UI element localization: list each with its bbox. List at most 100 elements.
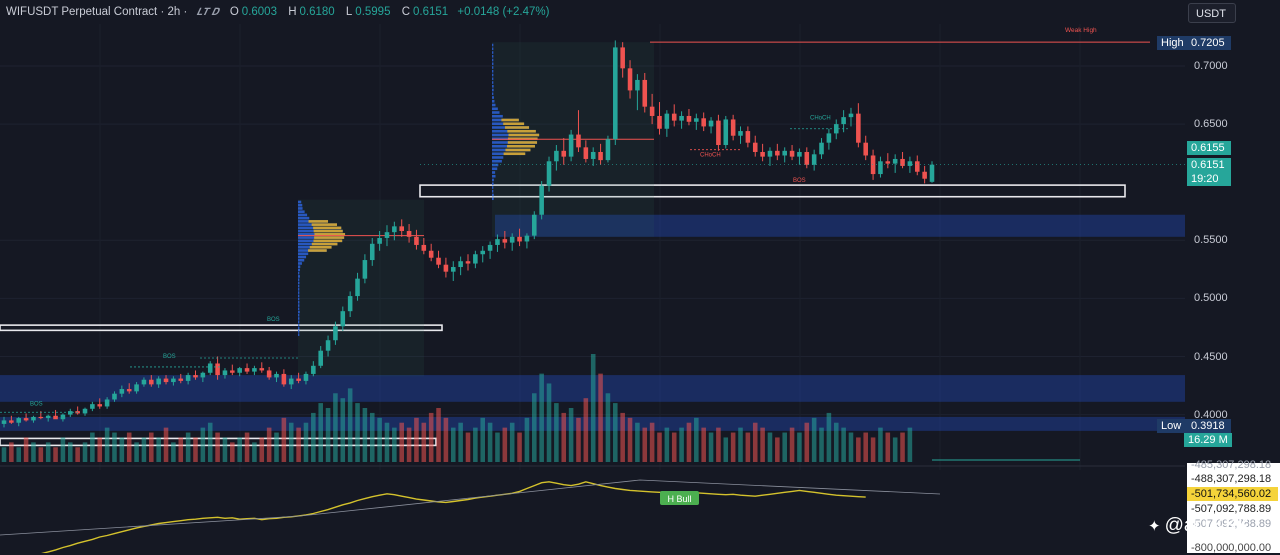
candle-body[interactable] bbox=[127, 389, 132, 391]
candle-body[interactable] bbox=[819, 143, 824, 155]
candle-body[interactable] bbox=[878, 161, 883, 174]
candle-body[interactable] bbox=[687, 116, 692, 122]
candle-body[interactable] bbox=[635, 80, 640, 90]
candle-body[interactable] bbox=[922, 172, 927, 179]
candle-body[interactable] bbox=[569, 135, 574, 157]
candle-body[interactable] bbox=[731, 119, 736, 135]
candle-body[interactable] bbox=[606, 139, 611, 160]
candle-body[interactable] bbox=[282, 374, 287, 384]
candle-body[interactable] bbox=[105, 399, 110, 406]
candle-body[interactable] bbox=[39, 417, 44, 418]
candle-body[interactable] bbox=[259, 368, 264, 370]
candle-body[interactable] bbox=[694, 118, 699, 121]
candle-body[interactable] bbox=[186, 375, 191, 381]
candle-body[interactable] bbox=[591, 152, 596, 159]
candle-body[interactable] bbox=[245, 368, 250, 371]
candle-body[interactable] bbox=[31, 417, 36, 420]
candle-body[interactable] bbox=[46, 416, 51, 418]
candle-body[interactable] bbox=[237, 368, 242, 373]
candle-body[interactable] bbox=[827, 133, 832, 142]
candle-body[interactable] bbox=[407, 231, 412, 237]
candle-body[interactable] bbox=[252, 368, 257, 371]
candle-body[interactable] bbox=[554, 151, 559, 161]
candle-body[interactable] bbox=[311, 366, 316, 374]
candle-body[interactable] bbox=[193, 375, 198, 377]
candle-body[interactable] bbox=[267, 370, 272, 377]
candle-body[interactable] bbox=[444, 265, 449, 272]
candle-body[interactable] bbox=[142, 380, 147, 385]
candle-body[interactable] bbox=[738, 131, 743, 136]
candle-body[interactable] bbox=[672, 114, 677, 121]
candle-body[interactable] bbox=[576, 135, 581, 148]
candle-body[interactable] bbox=[790, 151, 795, 157]
candle-body[interactable] bbox=[53, 416, 58, 419]
candle-body[interactable] bbox=[716, 121, 721, 145]
candle-body[interactable] bbox=[841, 117, 846, 124]
candle-body[interactable] bbox=[525, 236, 530, 242]
candle-body[interactable] bbox=[414, 237, 419, 245]
symbol-title[interactable]: WIFUSDT Perpetual Contract · 2h · bbox=[6, 6, 187, 18]
candle-body[interactable] bbox=[355, 279, 360, 296]
candle-body[interactable] bbox=[16, 418, 21, 423]
candle-body[interactable] bbox=[326, 340, 331, 350]
candle-body[interactable] bbox=[517, 237, 522, 242]
candle-body[interactable] bbox=[539, 186, 544, 215]
candle-body[interactable] bbox=[112, 394, 117, 400]
candle-body[interactable] bbox=[399, 226, 404, 231]
candle-body[interactable] bbox=[24, 418, 29, 420]
currency-selector-button[interactable]: USDT bbox=[1188, 3, 1236, 23]
candle-body[interactable] bbox=[701, 118, 706, 126]
candle-body[interactable] bbox=[723, 119, 728, 145]
candle-body[interactable] bbox=[466, 261, 471, 263]
candle-body[interactable] bbox=[782, 151, 787, 156]
candle-body[interactable] bbox=[83, 409, 88, 414]
candle-body[interactable] bbox=[547, 161, 552, 185]
candle-body[interactable] bbox=[274, 374, 279, 377]
candle-body[interactable] bbox=[171, 379, 176, 382]
candle-body[interactable] bbox=[149, 380, 154, 385]
candle-body[interactable] bbox=[370, 244, 375, 260]
candle-body[interactable] bbox=[856, 114, 861, 143]
candle-body[interactable] bbox=[495, 239, 500, 245]
candle-body[interactable] bbox=[665, 114, 670, 129]
candle-body[interactable] bbox=[451, 267, 456, 272]
candle-body[interactable] bbox=[613, 47, 618, 139]
candle-body[interactable] bbox=[849, 114, 854, 117]
candle-body[interactable] bbox=[532, 215, 537, 236]
candle-body[interactable] bbox=[503, 239, 508, 242]
candle-body[interactable] bbox=[120, 389, 125, 394]
candle-body[interactable] bbox=[223, 370, 228, 375]
candle-body[interactable] bbox=[429, 251, 434, 258]
candle-body[interactable] bbox=[164, 379, 169, 382]
candle-body[interactable] bbox=[61, 415, 66, 420]
candle-body[interactable] bbox=[289, 379, 294, 385]
candle-body[interactable] bbox=[318, 351, 323, 366]
candle-body[interactable] bbox=[598, 152, 603, 160]
candle-body[interactable] bbox=[488, 245, 493, 251]
candle-body[interactable] bbox=[908, 161, 913, 166]
candle-body[interactable] bbox=[392, 226, 397, 232]
candle-body[interactable] bbox=[208, 363, 213, 372]
candle-body[interactable] bbox=[797, 152, 802, 157]
candle-body[interactable] bbox=[134, 384, 139, 391]
candle-body[interactable] bbox=[363, 260, 368, 279]
candle-body[interactable] bbox=[458, 261, 463, 267]
candle-body[interactable] bbox=[915, 161, 920, 171]
candle-body[interactable] bbox=[709, 121, 714, 127]
candle-body[interactable] bbox=[657, 116, 662, 129]
candle-body[interactable] bbox=[746, 131, 751, 143]
candle-body[interactable] bbox=[385, 232, 390, 238]
candle-body[interactable] bbox=[304, 374, 309, 381]
candle-body[interactable] bbox=[473, 254, 478, 263]
candle-body[interactable] bbox=[650, 107, 655, 116]
candle-body[interactable] bbox=[893, 159, 898, 164]
candle-body[interactable] bbox=[201, 373, 206, 378]
candle-body[interactable] bbox=[68, 411, 73, 414]
candle-body[interactable] bbox=[156, 379, 161, 385]
candle-body[interactable] bbox=[768, 151, 773, 157]
candle-body[interactable] bbox=[871, 155, 876, 174]
candle-body[interactable] bbox=[930, 165, 935, 182]
candle-body[interactable] bbox=[377, 238, 382, 244]
